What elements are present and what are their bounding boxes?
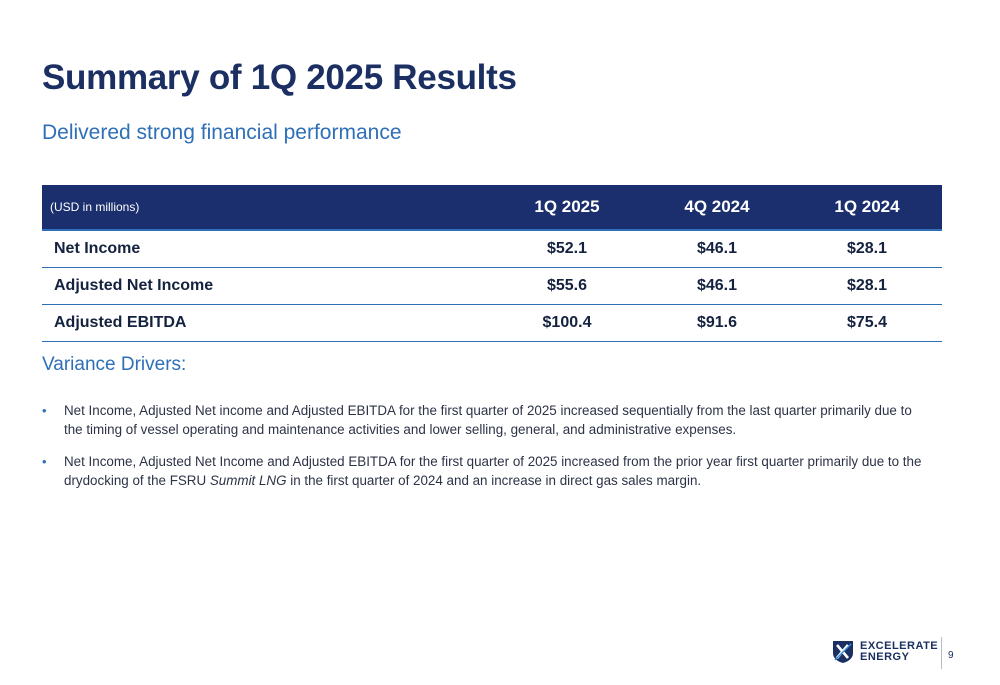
excelerate-shield-logo-icon xyxy=(833,641,853,663)
column-header-1q-2024: 1Q 2024 xyxy=(834,197,900,216)
table-cell: $28.1 xyxy=(846,240,888,257)
logo-line-2: ENERGY xyxy=(860,651,910,663)
list-item: • Net Income, Adjusted Net Income and Ad… xyxy=(42,452,922,490)
row-label: Adjusted Net Income xyxy=(54,277,214,294)
table-row: Adjusted EBITDA $100.4 $91.6 $75.4 xyxy=(42,305,942,342)
variance-drivers-title: Variance Drivers: xyxy=(42,354,187,375)
logo-wordmark: EXCELERATE ENERGY xyxy=(860,641,938,663)
list-item: • Net Income, Adjusted Net income and Ad… xyxy=(42,401,922,439)
row-label: Net Income xyxy=(54,240,141,257)
table-row: Net Income $52.1 $46.1 $28.1 xyxy=(42,231,942,268)
table-row: Adjusted Net Income $55.6 $46.1 $28.1 xyxy=(42,268,942,305)
table-cell: $91.6 xyxy=(696,314,738,331)
bullet-text: Net Income, Adjusted Net income and Adju… xyxy=(64,403,912,437)
row-label: Adjusted EBITDA xyxy=(54,314,187,331)
variance-drivers-list: • Net Income, Adjusted Net income and Ad… xyxy=(42,401,922,503)
footer-divider xyxy=(941,637,942,669)
vessel-name: Summit LNG xyxy=(209,473,287,488)
slide-title: Summary of 1Q 2025 Results xyxy=(42,58,517,97)
table-cell: $100.4 xyxy=(542,314,592,331)
column-header-1q-2025: 1Q 2025 xyxy=(534,197,600,216)
bullet-text-pre: Net Income, Adjusted Net Income and Adju… xyxy=(64,454,922,488)
bullet-dot-icon: • xyxy=(42,403,47,418)
page-number: 9 xyxy=(948,650,954,661)
table-cell: $55.6 xyxy=(546,277,588,294)
table-cell: $46.1 xyxy=(696,277,738,294)
bullet-dot-icon: • xyxy=(42,454,47,469)
table-cell: $46.1 xyxy=(696,240,738,257)
column-header-4q-2024: 4Q 2024 xyxy=(684,197,750,216)
table-cell: $28.1 xyxy=(846,277,888,294)
results-table: (USD in millions) 1Q 2025 4Q 2024 1Q 202… xyxy=(42,185,942,342)
table-header: (USD in millions) 1Q 2025 4Q 2024 1Q 202… xyxy=(42,185,942,231)
bullet-text-post: in the first quarter of 2024 and an incr… xyxy=(286,473,702,488)
table-cell: $75.4 xyxy=(846,314,888,331)
table-cell: $52.1 xyxy=(546,240,588,257)
slide-subtitle: Delivered strong financial performance xyxy=(42,121,402,144)
logo-line-1: EXCELERATE xyxy=(860,640,939,652)
unit-label: (USD in millions) xyxy=(50,200,140,214)
company-logo: EXCELERATE ENERGY xyxy=(832,640,938,664)
